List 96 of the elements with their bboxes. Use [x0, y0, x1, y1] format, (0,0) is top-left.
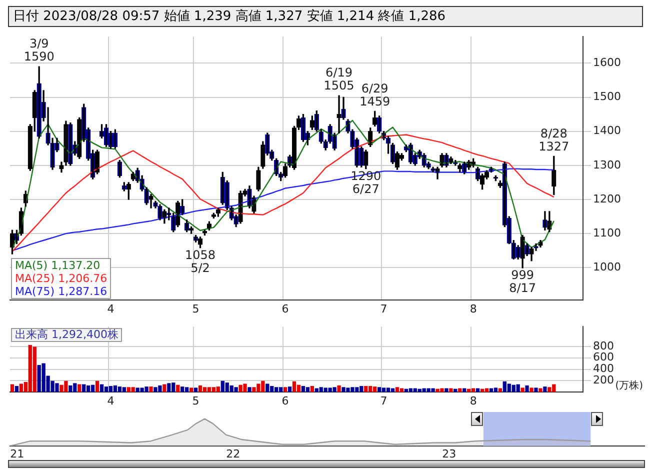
x-tick-label: 23 — [442, 447, 456, 460]
series-label: MA(25) 1,206.76 — [15, 272, 108, 285]
bar — [82, 384, 86, 392]
bar — [216, 386, 220, 392]
bar — [118, 386, 122, 392]
bar — [10, 384, 14, 392]
bar — [198, 385, 202, 392]
annotation: 999 8/17 — [509, 268, 536, 296]
bar — [184, 387, 189, 392]
bar — [467, 388, 471, 392]
bar — [296, 384, 301, 392]
bar — [306, 387, 310, 392]
bar — [534, 388, 538, 392]
y-tick-label: 1100 — [593, 226, 621, 240]
bar — [180, 386, 184, 392]
y-tick-label: 1200 — [593, 192, 621, 206]
bar — [14, 386, 19, 392]
bar — [516, 384, 520, 392]
x-tick-label: 4 — [107, 302, 114, 316]
x-tick-label: 8 — [470, 394, 477, 408]
x-tick-label: 7 — [380, 302, 388, 316]
chart-title: 出来高 1,292,400株 — [11, 328, 122, 342]
bar — [292, 381, 296, 392]
x-tick-label: 4 — [107, 394, 114, 408]
x-tick-label: 5 — [192, 394, 200, 408]
y-tick-label: 400 — [593, 362, 614, 376]
bar — [207, 387, 212, 392]
bar — [283, 387, 288, 392]
bar — [337, 385, 341, 392]
x-tick-label: 7 — [380, 394, 388, 408]
bar — [19, 384, 24, 392]
x-tick-label: 21 — [10, 447, 24, 460]
bar — [454, 388, 458, 392]
bar — [131, 387, 135, 392]
bar — [377, 387, 382, 392]
y-tick-label: 600 — [593, 350, 614, 364]
bar — [248, 387, 252, 392]
bar — [113, 385, 118, 392]
annotation: 1058 5/2 — [184, 248, 216, 275]
bar — [176, 384, 180, 392]
y-tick-label: 200 — [593, 373, 614, 386]
bar — [480, 388, 484, 392]
bar — [494, 388, 498, 392]
bar — [194, 388, 198, 392]
bar — [122, 387, 126, 392]
bar — [548, 387, 552, 392]
bar — [310, 386, 314, 392]
bar — [234, 387, 238, 392]
y-tick-label: 800 — [593, 339, 614, 352]
x-tick-label: 5 — [192, 302, 200, 316]
bar — [444, 388, 448, 392]
bar — [162, 384, 166, 392]
bar — [90, 384, 95, 392]
bar — [386, 388, 390, 392]
x-tick-label: 22 — [226, 447, 240, 460]
y-tick-label: 1300 — [593, 158, 621, 172]
bar — [100, 384, 104, 392]
bar — [104, 386, 108, 392]
bar — [288, 386, 292, 392]
bar — [382, 388, 386, 392]
bar — [202, 387, 207, 392]
bar — [108, 386, 113, 392]
bar — [189, 388, 194, 392]
bar — [525, 385, 529, 392]
y-tick-label: 1000 — [593, 260, 621, 274]
text: MA(75) 1,287.16 — [15, 285, 108, 298]
y-axis-title: (万株) — [615, 380, 644, 392]
chart-title: 日付 2023/08/28 09:57 始値 1,239 高値 1,327 安値 1,214 終値 1,286 — [8, 6, 643, 27]
bar — [364, 386, 368, 392]
bar — [543, 386, 547, 392]
y-tick-label: 1400 — [593, 124, 621, 138]
bar — [301, 386, 306, 392]
y-tick-label: 1600 — [593, 56, 621, 70]
x-tick-label: 8 — [470, 302, 477, 316]
series-label: MA(5) 1,137.20 — [15, 259, 102, 272]
bar — [149, 386, 153, 392]
bar — [266, 384, 270, 392]
annotation: 6/19 1505 — [324, 66, 354, 93]
bar — [68, 385, 72, 392]
bar — [32, 346, 36, 392]
bar — [530, 388, 534, 392]
annotation: 6/29 1459 — [360, 81, 390, 108]
x-tick-label: 6 — [282, 394, 289, 408]
bar — [78, 384, 82, 392]
annotation: 8/28 1327 — [538, 126, 570, 154]
bar — [167, 383, 171, 392]
x-tick-label: 6 — [282, 302, 289, 316]
bar — [395, 387, 400, 392]
bar — [404, 388, 408, 392]
bar — [449, 388, 453, 392]
annotation: 3/9 1590 — [24, 36, 54, 64]
bar — [95, 380, 100, 392]
bar — [520, 388, 524, 392]
bar — [212, 387, 216, 392]
y-tick-label: 1500 — [593, 90, 621, 104]
bar — [538, 388, 542, 392]
